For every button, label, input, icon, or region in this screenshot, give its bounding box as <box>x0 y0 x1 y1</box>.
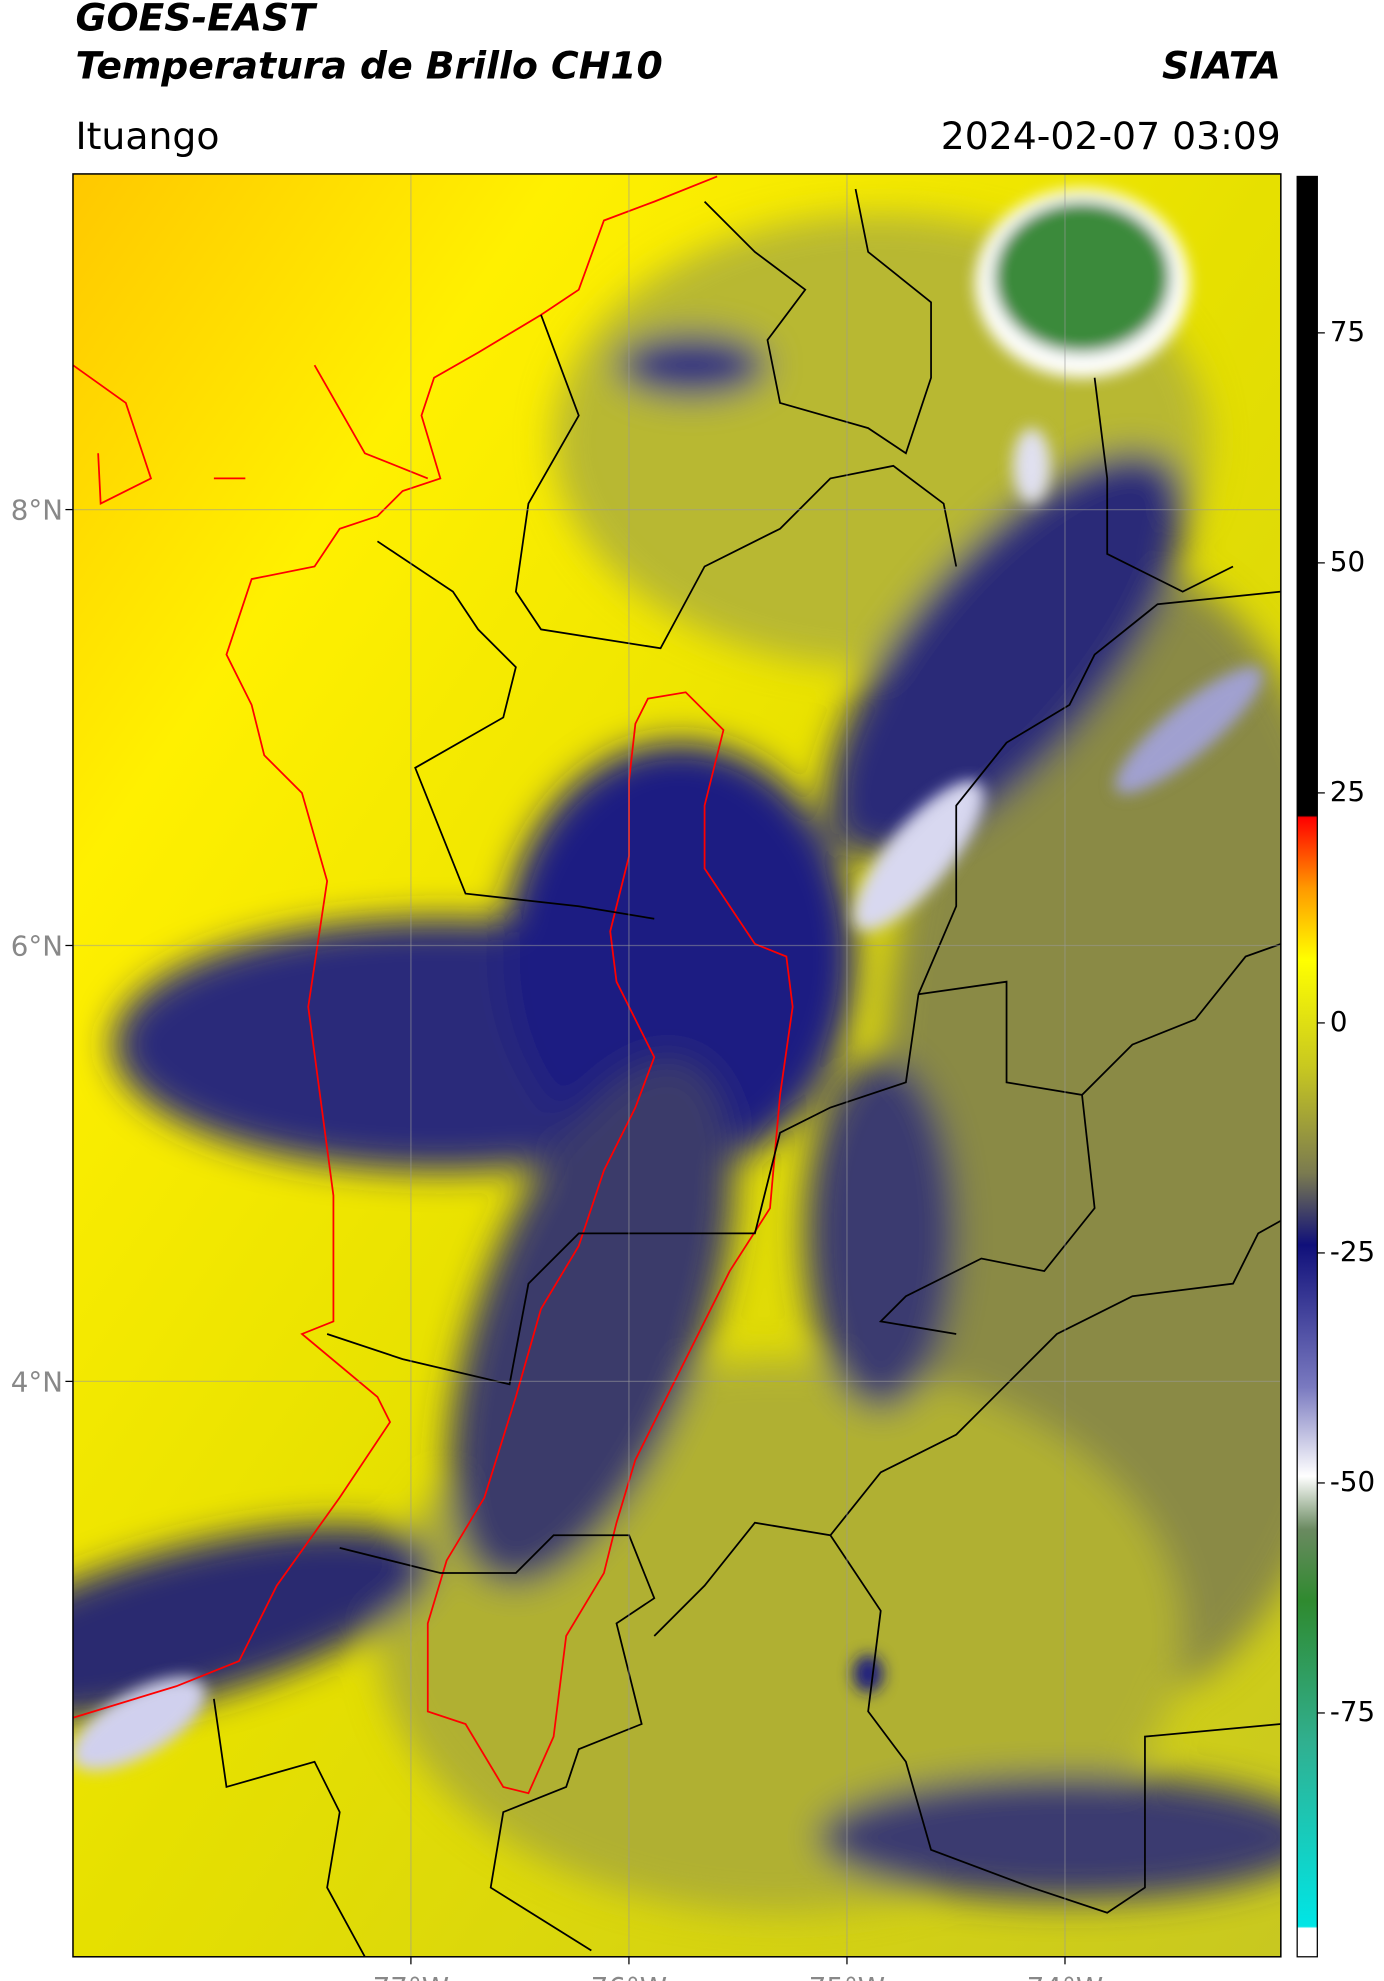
y-tick-label: 4°N <box>11 1365 63 1398</box>
colorbar-tick-label: -75 <box>1330 1695 1375 1728</box>
colorbar-tick-label: 50 <box>1330 545 1365 578</box>
x-tick-label: 74°W <box>1027 1971 1103 1981</box>
colorbar-tick-label: 25 <box>1330 775 1365 808</box>
colorbar-tick-label: 0 <box>1330 1005 1348 1038</box>
y-tick-label: 8°N <box>11 494 63 527</box>
title: GOES-EAST <box>75 0 318 40</box>
colorbar <box>1296 175 1318 1958</box>
colorbar-tick-label: -25 <box>1330 1235 1375 1268</box>
y-tick-label: 6°N <box>11 930 63 963</box>
subtitle: Temperatura de Brillo CH10 <box>75 43 662 87</box>
datetime: 2024-02-07 03:09 <box>941 114 1281 158</box>
x-tick-label: 76°W <box>591 1971 667 1981</box>
x-tick-label: 77°W <box>373 1971 449 1981</box>
location: Ituango <box>75 114 219 158</box>
map-frame <box>72 173 1282 1958</box>
source: SIATA <box>1162 43 1281 87</box>
colorbar-tick-label: 75 <box>1330 315 1365 348</box>
satellite-image <box>72 173 1281 1957</box>
graticule <box>72 173 1281 1957</box>
x-tick-label: 75°W <box>809 1971 885 1981</box>
colorbar-tick-label: -50 <box>1330 1465 1375 1498</box>
